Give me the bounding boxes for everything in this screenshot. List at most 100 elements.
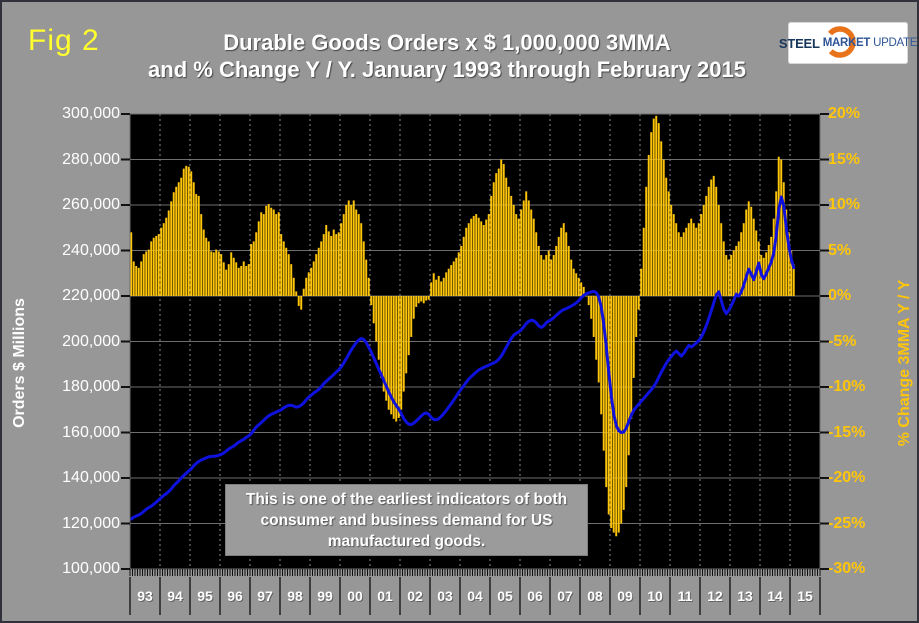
pct-change-bar <box>562 223 565 296</box>
pct-change-bar <box>305 277 308 296</box>
pct-change-bar <box>212 252 215 296</box>
pct-change-bar <box>220 254 223 296</box>
x-year-label: 97 <box>257 588 273 604</box>
pct-change-bar <box>632 296 635 378</box>
pct-change-bar <box>197 195 200 296</box>
pct-change-bar <box>462 236 465 296</box>
pct-change-bar <box>567 245 570 296</box>
right-tick-label: 0% <box>828 287 852 304</box>
pct-change-bar <box>465 227 468 296</box>
pct-change-bar <box>457 252 460 296</box>
logo-swoosh-icon <box>824 26 856 58</box>
pct-change-bar <box>732 250 735 296</box>
right-tick-label: -20% <box>828 469 866 486</box>
pct-change-bar <box>592 296 595 337</box>
left-tick-label: 120,000 <box>62 514 120 532</box>
pct-change-bar <box>325 225 328 296</box>
x-year-label: 10 <box>647 588 663 604</box>
pct-change-bar <box>540 255 543 296</box>
x-year-label: 02 <box>407 588 423 604</box>
pct-change-bar <box>262 214 265 296</box>
pct-change-bar <box>442 277 445 296</box>
pct-change-bar <box>302 288 305 296</box>
pct-change-bar <box>295 291 298 296</box>
x-year-label: 13 <box>737 588 753 604</box>
pct-change-bar <box>277 212 280 296</box>
steel-market-update-logo: STEEL MARKET UPDATE <box>779 22 917 64</box>
x-year-label: 00 <box>347 588 363 604</box>
pct-change-bar <box>572 268 575 296</box>
pct-change-bar <box>720 223 723 296</box>
pct-change-bar <box>607 296 610 515</box>
pct-change-bar <box>485 219 488 296</box>
pct-change-bar <box>737 241 740 296</box>
pct-change-bar <box>742 223 745 296</box>
pct-change-bar <box>630 296 633 419</box>
pct-change-bar <box>527 200 530 296</box>
pct-change-bar <box>190 171 193 296</box>
pct-change-bar <box>702 205 705 296</box>
pct-change-bar <box>577 277 580 296</box>
pct-change-bar <box>352 200 355 296</box>
pct-change-bar <box>210 251 213 296</box>
left-tick-label: 240,000 <box>62 241 120 259</box>
pct-change-bar <box>255 232 258 296</box>
pct-change-bar <box>747 201 750 296</box>
pct-change-bar <box>515 214 518 296</box>
pct-change-bar <box>697 223 700 296</box>
pct-change-bar <box>532 218 535 296</box>
pct-change-bar <box>357 214 360 296</box>
x-year-label: 98 <box>287 588 303 604</box>
pct-change-bar <box>490 195 493 296</box>
pct-change-bar <box>610 296 613 529</box>
pct-change-bar <box>670 205 673 296</box>
pct-change-bar <box>315 254 318 296</box>
pct-change-bar <box>387 296 390 410</box>
left-tick-label: 160,000 <box>62 423 120 441</box>
pct-change-bar <box>735 245 738 296</box>
pct-change-bar <box>682 232 685 296</box>
pct-change-bar <box>372 296 375 324</box>
pct-change-bar <box>395 296 398 422</box>
pct-change-bar <box>290 264 293 296</box>
pct-change-bar <box>502 164 505 296</box>
pct-change-bar <box>230 252 233 296</box>
pct-change-bar <box>200 214 203 296</box>
pct-change-bar <box>477 217 480 296</box>
x-year-label: 09 <box>617 588 633 604</box>
pct-change-bar <box>780 159 783 296</box>
x-year-label: 93 <box>137 588 153 604</box>
right-tick-label: -30% <box>828 560 866 577</box>
pct-change-bar <box>725 255 728 296</box>
pct-change-bar <box>427 296 430 300</box>
pct-change-bar <box>157 234 160 296</box>
pct-change-bar <box>730 255 733 296</box>
pct-change-bar <box>667 191 670 296</box>
pct-change-bar <box>585 296 588 297</box>
x-year-label: 05 <box>497 588 513 604</box>
pct-change-bar <box>642 227 645 296</box>
pct-change-bar <box>150 241 153 296</box>
pct-change-bar <box>755 230 758 296</box>
x-year-label: 15 <box>797 588 813 604</box>
pct-change-bar <box>402 296 405 392</box>
x-year-label: 07 <box>557 588 573 604</box>
pct-change-bar <box>140 261 143 296</box>
pct-change-bar <box>450 265 453 296</box>
pct-change-bar <box>487 214 490 296</box>
pct-change-bar <box>282 241 285 296</box>
annotation-line1: This is one of the earliest indicators o… <box>245 490 568 508</box>
pct-change-bar <box>377 296 380 360</box>
pct-change-bar <box>627 296 630 456</box>
pct-change-bar <box>557 236 560 296</box>
pct-change-bar <box>497 168 500 296</box>
chart-title-line2: and % Change Y / Y. January 1993 through… <box>148 57 746 82</box>
pct-change-bar <box>512 205 515 296</box>
pct-change-bar <box>187 166 190 296</box>
pct-change-bar <box>347 200 350 296</box>
pct-change-bar <box>250 244 253 296</box>
pct-change-bar <box>622 296 625 510</box>
pct-change-bar <box>327 231 330 296</box>
pct-change-bar <box>397 296 400 418</box>
